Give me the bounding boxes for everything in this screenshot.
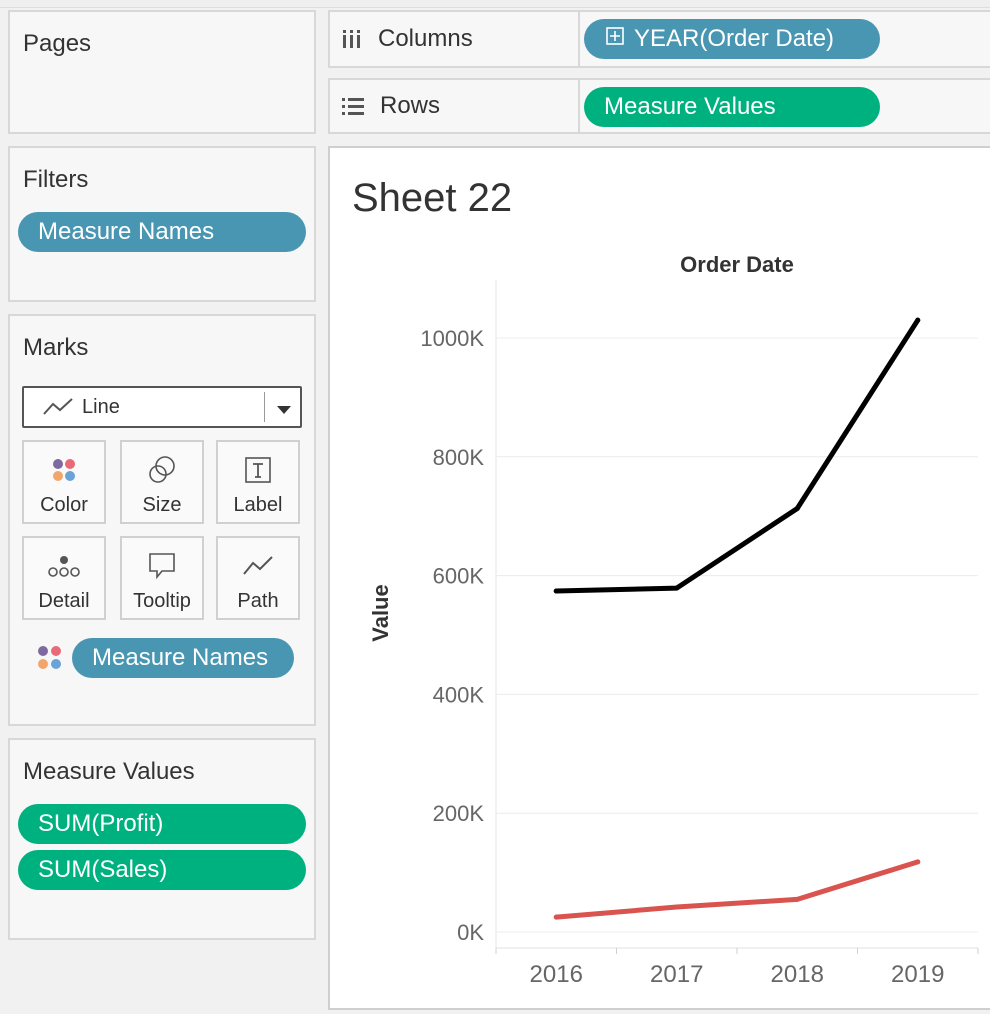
tooltip-icon (122, 550, 202, 582)
rows-icon (340, 96, 366, 116)
filters-card: Filters Measure Names (8, 146, 316, 302)
x-axis-title: Order Date (680, 252, 794, 277)
data-point-sum-sales (553, 588, 559, 594)
filter-pill-measure-names[interactable]: Measure Names (18, 212, 306, 252)
dropdown-divider (264, 392, 265, 422)
detail-icon (24, 550, 104, 582)
marks-detail-button[interactable]: Detail (22, 536, 106, 620)
data-point-sum-sales (794, 505, 800, 511)
marks-label-button[interactable]: Label (216, 440, 300, 524)
expand-icon[interactable] (606, 18, 624, 58)
marks-title: Marks (23, 334, 89, 361)
series-line-sum-sales (553, 317, 921, 594)
columns-shelf[interactable]: Columns YEAR(Order Date) (328, 10, 990, 68)
rows-shelf[interactable]: Rows Measure Values (328, 78, 990, 134)
pages-card: Pages (8, 10, 316, 134)
series-line-sum-profit (553, 859, 921, 920)
measure-pill-sum-sales[interactable]: SUM(Sales) (18, 850, 306, 890)
mark-type-dropdown[interactable]: Line (22, 386, 302, 428)
filters-title: Filters (23, 166, 89, 193)
y-tick-label: 1000K (420, 326, 484, 351)
marks-encoding-pill[interactable]: Measure Names (72, 638, 294, 678)
chevron-down-icon[interactable] (276, 402, 292, 420)
y-tick-label: 400K (433, 682, 485, 707)
y-tick-label: 0K (457, 920, 484, 945)
size-label: Size (142, 494, 182, 516)
pages-title: Pages (23, 30, 92, 57)
measure-pill-sum-profit[interactable]: SUM(Profit) (18, 804, 306, 844)
shelf-divider (578, 12, 580, 66)
mark-type-label: Line (82, 396, 120, 418)
top-strip (0, 0, 990, 8)
data-point-sum-profit (674, 904, 680, 910)
rows-label: Rows (380, 92, 441, 119)
label-label: Label (233, 494, 283, 516)
data-point-sum-sales (674, 585, 680, 591)
sheet-view: Sheet 22 Order Date Value 0K 200K 400K 600K 80… (328, 146, 990, 1010)
columns-pill-label: YEAR(Order Date) (634, 25, 835, 52)
columns-label: Columns (378, 25, 473, 52)
shelf-divider (578, 80, 580, 132)
tooltip-label: Tooltip (133, 590, 191, 612)
path-label: Path (237, 590, 279, 612)
columns-icon (340, 28, 364, 50)
marks-size-button[interactable]: Size (120, 440, 204, 524)
y-axis-label: Value (368, 584, 393, 641)
marks-tooltip-button[interactable]: Tooltip (120, 536, 204, 620)
color-label: Color (40, 494, 88, 516)
line-icon (42, 396, 74, 423)
x-tick-label: 2019 (891, 961, 944, 988)
size-icon (122, 454, 202, 486)
y-tick-label: 800K (433, 445, 485, 470)
color-icon (24, 454, 104, 486)
data-point-sum-profit (553, 914, 559, 920)
data-point-sum-sales (915, 317, 921, 323)
x-tick-label: 2018 (771, 961, 824, 988)
marks-color-button[interactable]: Color (22, 440, 106, 524)
text-label-icon (218, 454, 298, 486)
path-icon (218, 550, 298, 582)
y-tick-label: 200K (433, 801, 485, 826)
measure-values-card: Measure Values SUM(Profit) SUM(Sales) (8, 738, 316, 940)
x-tick-label: 2017 (650, 961, 703, 988)
data-point-sum-profit (915, 859, 921, 865)
measure-values-title: Measure Values (23, 758, 195, 785)
detail-label: Detail (38, 590, 90, 612)
color-encoding-icon (36, 644, 64, 677)
x-tick-label: 2016 (530, 961, 583, 988)
y-tick-label: 600K (433, 564, 485, 589)
columns-pill-year-order-date[interactable]: YEAR(Order Date) (584, 19, 880, 59)
rows-pill-measure-values[interactable]: Measure Values (584, 87, 880, 127)
marks-path-button[interactable]: Path (216, 536, 300, 620)
data-point-sum-profit (794, 896, 800, 902)
line-chart: Order Date Value 0K 200K 400K 600K 800K 1000K 20… (368, 252, 979, 988)
sheet-title: Sheet 22 (352, 176, 513, 220)
